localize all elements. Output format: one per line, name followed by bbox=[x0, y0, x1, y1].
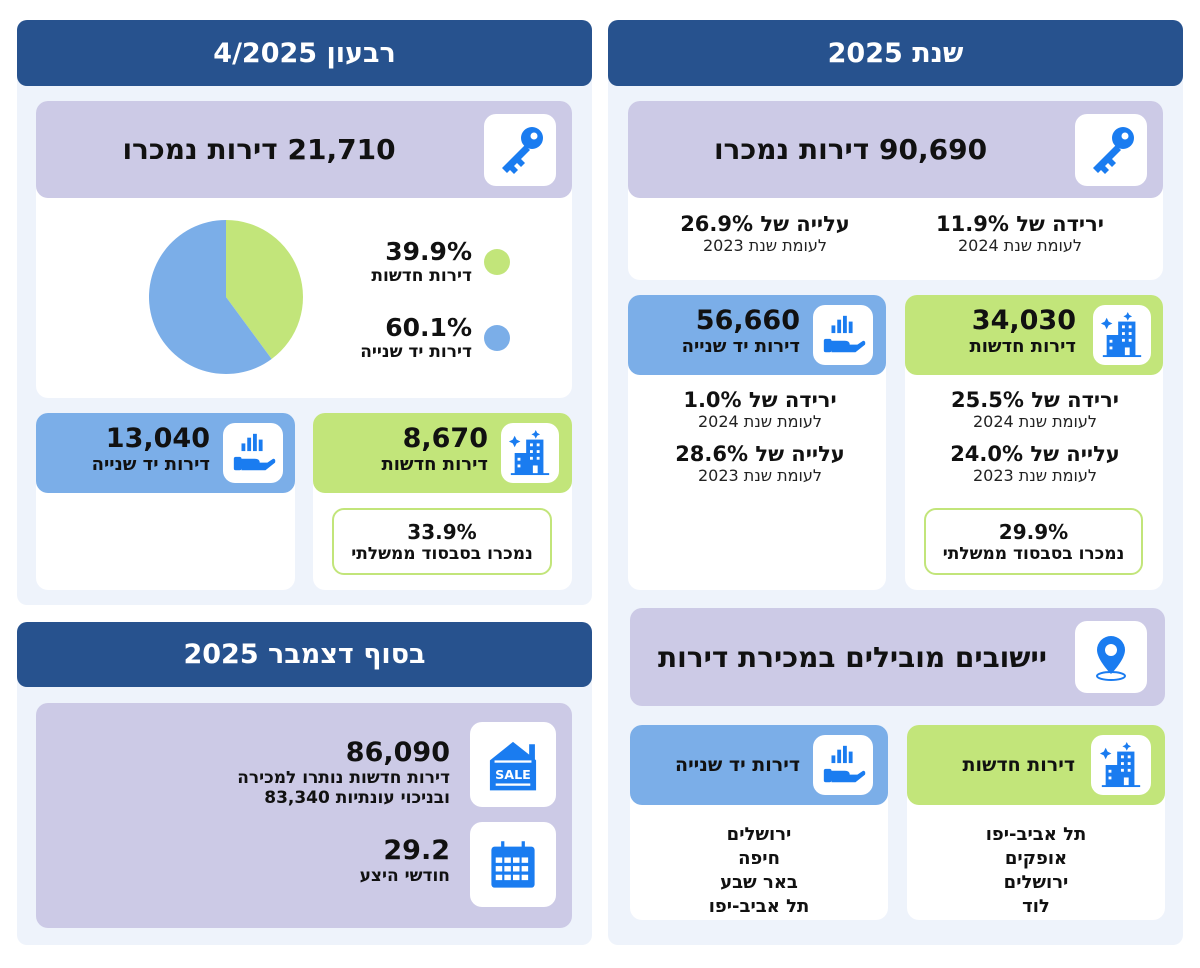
hand-building-icon bbox=[223, 423, 283, 483]
hand-building-icon bbox=[813, 305, 873, 365]
year-used-text: 56,660 דירות יד שנייה bbox=[681, 305, 800, 357]
hand-building-icon bbox=[813, 735, 873, 795]
year-sold: 90,690 דירות נמכרו bbox=[713, 133, 988, 166]
city-item: ירושלים bbox=[1003, 872, 1069, 893]
pie-slice-new bbox=[226, 220, 303, 360]
key-icon bbox=[484, 114, 556, 186]
year-used-stat-2024: ירידה של 1.0% לעומת שנת 2024 bbox=[683, 388, 837, 431]
quarter-used-text: 13,040 דירות יד שנייה bbox=[91, 423, 210, 475]
sale-house-icon bbox=[470, 722, 556, 807]
quarter-new-text: 8,670 דירות חדשות bbox=[381, 423, 488, 475]
legend-dot-new bbox=[484, 248, 510, 275]
city-item: באר שבע bbox=[720, 872, 798, 893]
months-text: 29.2 חודשי היצע bbox=[359, 835, 450, 886]
calendar-icon bbox=[470, 822, 556, 907]
december-title: בסוף דצמבר 2025 bbox=[183, 639, 426, 670]
leading-new-label-wrap: דירות חדשות bbox=[962, 754, 1075, 776]
city-item: חיפה bbox=[738, 848, 780, 869]
leading-new-list: תל אביב-יפו אופקים ירושלים לוד bbox=[907, 823, 1165, 919]
year-sold-card: 90,690 דירות נמכרו bbox=[628, 101, 1163, 198]
legend-dot-used bbox=[484, 324, 510, 351]
year-header: שנת 2025 bbox=[608, 20, 1183, 86]
year-stat-2024: ירידה של 11.9% לעומת שנת 2024 bbox=[936, 212, 1104, 255]
quarter-sold: 21,710 דירות נמכרו bbox=[122, 133, 396, 166]
quarter-sold-card: 21,710 דירות נמכרו bbox=[36, 101, 572, 198]
building-icon bbox=[501, 423, 559, 483]
leading-used-list: ירושלים חיפה באר שבע תל אביב-יפו bbox=[630, 823, 888, 919]
building-icon bbox=[1091, 735, 1151, 795]
year-stat-2023: עלייה של 26.9% לעומת שנת 2023 bbox=[680, 212, 850, 255]
year-new-stat-2024: ירידה של 25.5% לעומת שנת 2024 bbox=[951, 388, 1119, 431]
year-used-stat-2023: עלייה של 28.6% לעומת שנת 2023 bbox=[675, 442, 845, 485]
pie-slice-used bbox=[149, 220, 272, 374]
year-new-text: 34,030 דירות חדשות bbox=[969, 305, 1076, 357]
inventory-text: 86,090 דירות חדשות נותרו למכירה ובניכוי עו… bbox=[237, 737, 450, 808]
city-item: תל אביב-יפו bbox=[985, 824, 1087, 845]
legend-used: 60.1% דירות יד שנייה bbox=[320, 314, 510, 362]
city-item: לוד bbox=[1022, 896, 1050, 917]
quarter-title: רבעון 4/2025 bbox=[213, 37, 396, 69]
building-icon bbox=[1093, 305, 1151, 365]
leading-used-label-wrap: דירות יד שנייה bbox=[675, 754, 800, 776]
city-item: תל אביב-יפו bbox=[708, 896, 810, 917]
year-subsidy-box: 29.9% נמכרו בסבסוד ממשלתי bbox=[924, 508, 1143, 575]
leading-title: יישובים מובילים במכירת דירות bbox=[658, 640, 1047, 674]
city-item: אופקים bbox=[1004, 848, 1068, 869]
year-new-stat-2023: עלייה של 24.0% לעומת שנת 2023 bbox=[950, 442, 1120, 485]
year-title: שנת 2025 bbox=[827, 37, 964, 69]
city-item: ירושלים bbox=[726, 824, 792, 845]
quarter-subsidy-box: 33.9% נמכרו בסבסוד ממשלתי bbox=[332, 508, 552, 575]
pie-chart bbox=[149, 220, 303, 374]
legend-new: 39.9% דירות חדשות bbox=[340, 238, 510, 286]
december-header: בסוף דצמבר 2025 bbox=[17, 622, 592, 687]
location-pin-icon bbox=[1075, 621, 1147, 693]
quarter-header: רבעון 4/2025 bbox=[17, 20, 592, 86]
key-icon bbox=[1075, 114, 1147, 186]
